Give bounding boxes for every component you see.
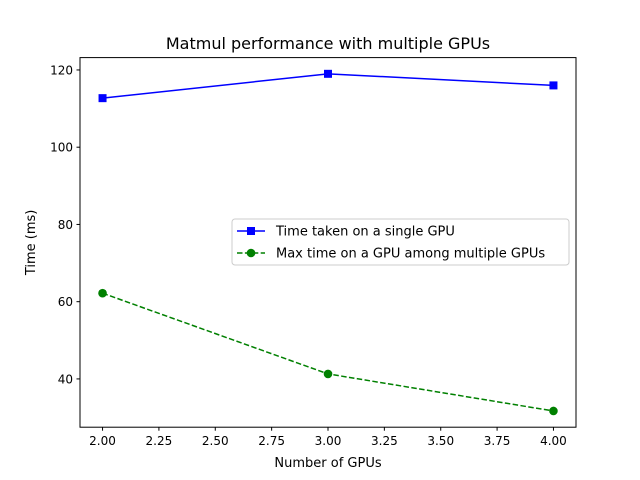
legend-frame: [231, 218, 570, 266]
x-tick-label: 2.50: [202, 434, 229, 448]
x-tick-label: 3.00: [315, 434, 342, 448]
x-tick-label: 2.25: [146, 434, 173, 448]
legend-label: Time taken on a single GPU: [275, 225, 455, 240]
data-point: [323, 369, 333, 379]
x-tick-label: 2.75: [258, 434, 285, 448]
data-point: [98, 288, 107, 298]
y-tick-label: 100: [50, 141, 73, 155]
legend-label: Max time on a GPU among multiple GPUs: [276, 247, 545, 262]
legend-marker: [247, 227, 255, 235]
x-tick-label: 3.25: [371, 434, 398, 448]
plot-area: 2.00 2.25 2.50 2.75 3.00 3.25 3.50 3.75 4.00 40 6…: [50, 57, 577, 448]
data-point: [549, 81, 558, 90]
series-layer: [98, 69, 558, 416]
y-tick-label: 60: [58, 295, 73, 309]
series-2: [98, 288, 558, 416]
x-tick-label: 3.50: [427, 434, 454, 448]
legend-item: Time taken on a single GPU: [237, 225, 455, 240]
chart-title: Matmul performance with multiple GPUs: [166, 34, 490, 53]
legend-item: Max time on a GPU among multiple GPUs: [237, 247, 545, 262]
y-tick-label: 40: [58, 372, 73, 386]
y-tick-label: 80: [58, 218, 73, 232]
series-1: [98, 69, 558, 103]
data-point: [549, 406, 558, 416]
y-axis-label: Time (ms): [24, 210, 39, 277]
x-tick-label: 3.75: [484, 434, 511, 448]
x-axis-label: Number of GPUs: [274, 456, 381, 471]
data-point: [98, 94, 107, 103]
legend: Time taken on a single GPU Max time on a …: [231, 218, 570, 266]
x-tick-label: 4.00: [540, 434, 567, 448]
legend-marker: [246, 248, 256, 258]
y-axis: 40 60 80 100 120: [50, 63, 80, 386]
y-tick-label: 120: [50, 63, 73, 77]
data-point: [324, 69, 332, 78]
x-tick-label: 2.00: [89, 434, 116, 448]
x-axis: 2.00 2.25 2.50 2.75 3.00 3.25 3.50 3.75 4.00: [89, 427, 567, 448]
